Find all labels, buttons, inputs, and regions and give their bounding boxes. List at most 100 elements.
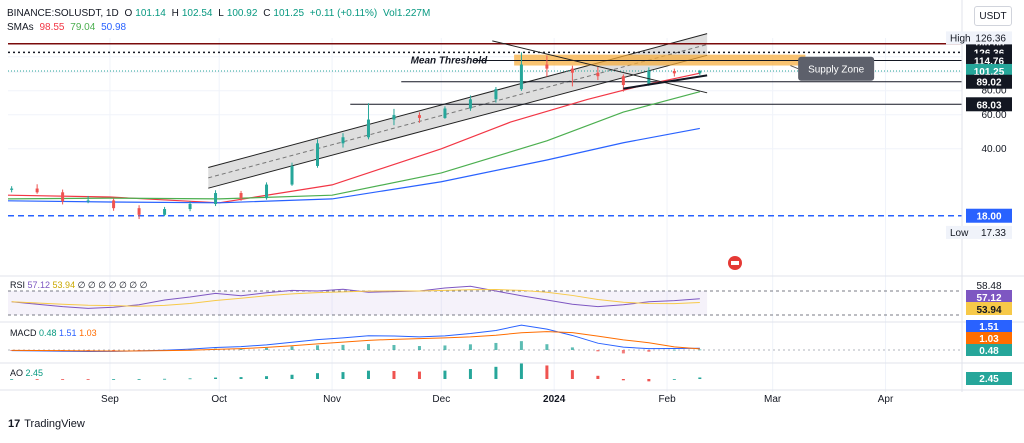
low-value: 100.92 (226, 8, 258, 19)
ao-bar-23 (596, 375, 600, 379)
ao-bar-10 (265, 376, 269, 379)
ao-bar-4 (112, 379, 116, 380)
candle-body-8 (214, 193, 218, 205)
candle-body-20 (519, 64, 523, 90)
candle-body-4 (112, 200, 116, 209)
currency-button[interactable]: USDT (974, 6, 1012, 26)
descending-trendline (492, 40, 708, 94)
candle-body-22 (570, 68, 574, 73)
ao-axis-bg (966, 372, 1012, 385)
candle-body-12 (316, 143, 320, 166)
macd-axis-label-0: 1.51 (979, 322, 999, 333)
low-label: L (218, 8, 224, 19)
price-label-4: 89.02 (976, 78, 1001, 89)
high-label: H (171, 8, 179, 19)
candle-body-26 (672, 70, 676, 74)
price-label-2: 114.76 (974, 56, 1004, 67)
ao-bar-19 (494, 366, 498, 379)
macd-label-part-2: 1.51 (59, 328, 79, 338)
time-axis[interactable]: Sep Oct Nov Dec 2024 Feb Mar Apr (101, 394, 894, 405)
symbol-label[interactable]: BINANCE:SOLUSDT, 1D (7, 8, 119, 19)
sma-value-2: 79.04 (70, 22, 96, 33)
macd-hist-5 (137, 350, 141, 351)
x-tick-label-4: 2024 (543, 394, 566, 405)
macd-hist-27 (698, 349, 702, 351)
rsi-axis-bg-2 (966, 302, 1012, 315)
ao-label-part-1: 2.45 (26, 368, 44, 378)
candle-body-14 (366, 119, 370, 138)
candle-body-18 (468, 99, 472, 109)
ao-bar-17 (443, 370, 447, 379)
candle-body-11 (290, 165, 294, 185)
macd-hist-7 (188, 349, 192, 351)
macd-hist-15 (392, 345, 396, 350)
rsi-label-part-2: 53.94 (53, 280, 78, 290)
ao-axis-label: 2.45 (979, 374, 999, 385)
x-tick-label-5: Feb (658, 394, 676, 405)
x-tick-label-0: Sep (101, 394, 119, 405)
sma-legend[interactable]: SMAs 98.55 79.04 50.98 (7, 22, 129, 33)
macd-hist-16 (417, 346, 421, 350)
sma-line-2 (7, 127, 700, 204)
ao-bar-9 (239, 377, 243, 379)
price-label-bg-5 (966, 97, 1012, 112)
hl-marker-bg-1 (946, 225, 1012, 239)
ao-bar-12 (316, 373, 320, 379)
flag-icon-group (728, 256, 742, 270)
sma-value-1: 98.55 (39, 22, 65, 33)
macd-label-part-0: MACD (10, 328, 39, 338)
macd-hist-20 (519, 341, 523, 350)
ao-bar-25 (647, 379, 651, 382)
ao-bar-3 (86, 379, 90, 380)
ao-bar-13 (341, 372, 345, 379)
price-label-3: 101.25 (974, 67, 1005, 78)
ohlc-header: BINANCE:SOLUSDT, 1D O 101.14 H 102.54 L 100… (7, 8, 433, 19)
hl-marker-value-1: 17.33 (981, 228, 1006, 239)
candle-body-5 (137, 208, 141, 215)
x-tick-label-1: Oct (211, 394, 227, 405)
ao-bar-18 (468, 369, 472, 379)
x-tick-label-7: Apr (878, 394, 894, 405)
macd-hist-10 (265, 347, 269, 350)
candles (10, 52, 702, 220)
rsi-axis-label-2: 53.94 (976, 305, 1001, 316)
price-label-6: 18.00 (976, 212, 1001, 223)
y-tick-label-0: 40.00 (981, 144, 1006, 155)
channel-upper (208, 33, 708, 168)
candle-body-21 (545, 64, 549, 69)
ao-label-part-0: AO (10, 368, 26, 378)
sma-value-3: 50.98 (101, 22, 127, 33)
ao-bar-26 (672, 379, 676, 380)
candle-body-13 (341, 137, 345, 144)
macd-hist-12 (316, 345, 320, 350)
rsi-label-part-0: RSI (10, 280, 28, 290)
ao-bar-15 (392, 371, 396, 379)
macd-axis-label-1: 1.03 (979, 334, 999, 345)
macd-axis-bg-1 (966, 332, 1012, 344)
candle-body-19 (494, 89, 498, 100)
candle-body-17 (443, 108, 447, 118)
price-label-0: 140.00 (974, 40, 1005, 51)
candle-body-27 (698, 70, 702, 74)
annotations: Mean Threshold Supply Zone (411, 55, 875, 81)
price-axis[interactable]: 40.0060.0080.00100.00120.00140.00126.361… (946, 31, 1012, 385)
trendlines (492, 40, 708, 94)
sma-label: SMAs (7, 22, 34, 33)
candle-body-6 (163, 209, 167, 215)
channel-mid (208, 43, 708, 179)
candle-body-9 (239, 193, 243, 199)
ao-bar-20 (519, 363, 523, 379)
price-label-5: 68.03 (976, 100, 1001, 111)
macd-hist-21 (545, 344, 549, 350)
macd-hist-17 (443, 345, 447, 350)
rsi-pane: RSI 57.12 53.94 ∅ ∅ ∅ ∅ ∅ ∅ ∅ (8, 280, 962, 316)
close-value: 101.25 (273, 8, 305, 19)
change-value: +0.11 (+0.11%) (309, 8, 378, 19)
y-tick-label-2: 80.00 (981, 86, 1006, 97)
pane-separators (0, 0, 1024, 392)
tradingview-logo: 17 TradingView (8, 418, 85, 430)
macd-signal-line (11, 331, 700, 352)
supply-zone-box (798, 56, 875, 81)
